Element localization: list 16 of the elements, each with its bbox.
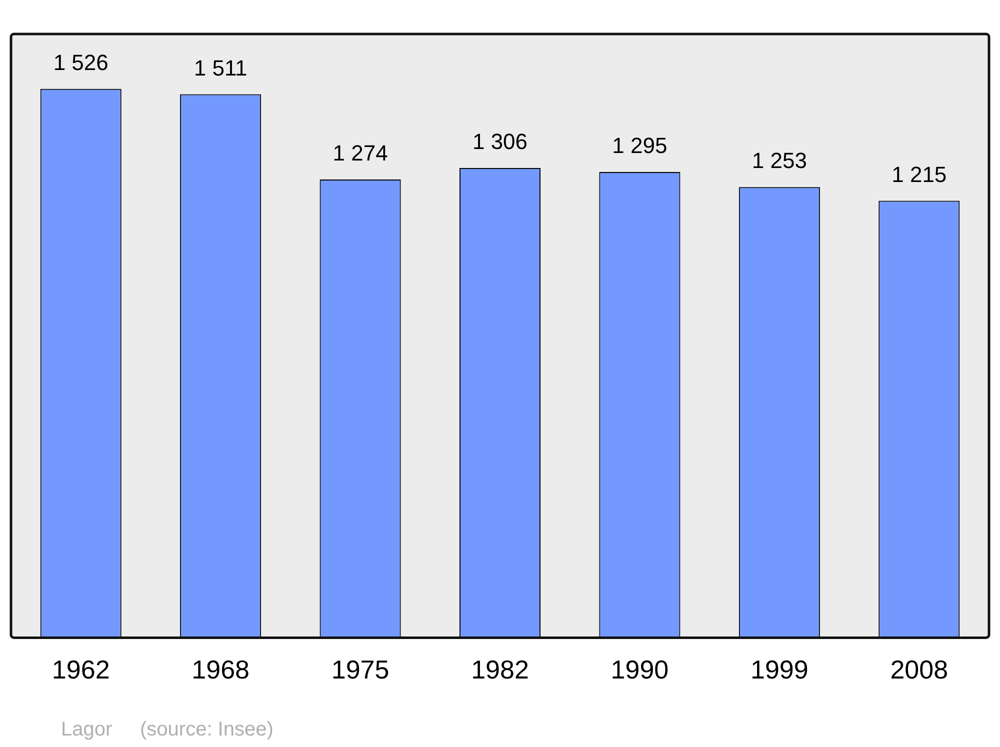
data-label: 1 526 <box>53 50 108 75</box>
data-label: 1 295 <box>612 133 668 158</box>
x-tick-label: 2008 <box>890 654 948 685</box>
text: (source: Insee) <box>140 718 274 741</box>
data-label: 1 215 <box>892 162 947 187</box>
text: Lagor <box>61 718 112 741</box>
x-tick-label: 1990 <box>610 654 669 685</box>
data-label: 1 274 <box>332 140 388 166</box>
x-tick-label: 1962 <box>52 654 110 685</box>
x-tick-label: 1999 <box>750 654 808 685</box>
data-label: 1 306 <box>472 129 528 154</box>
x-tick-label: 1982 <box>471 654 529 685</box>
x-tick-label: 1975 <box>331 654 390 685</box>
x-tick-label: 1968 <box>192 654 250 685</box>
data-label: 1 511 <box>194 55 248 80</box>
data-label: 1 253 <box>752 148 807 174</box>
